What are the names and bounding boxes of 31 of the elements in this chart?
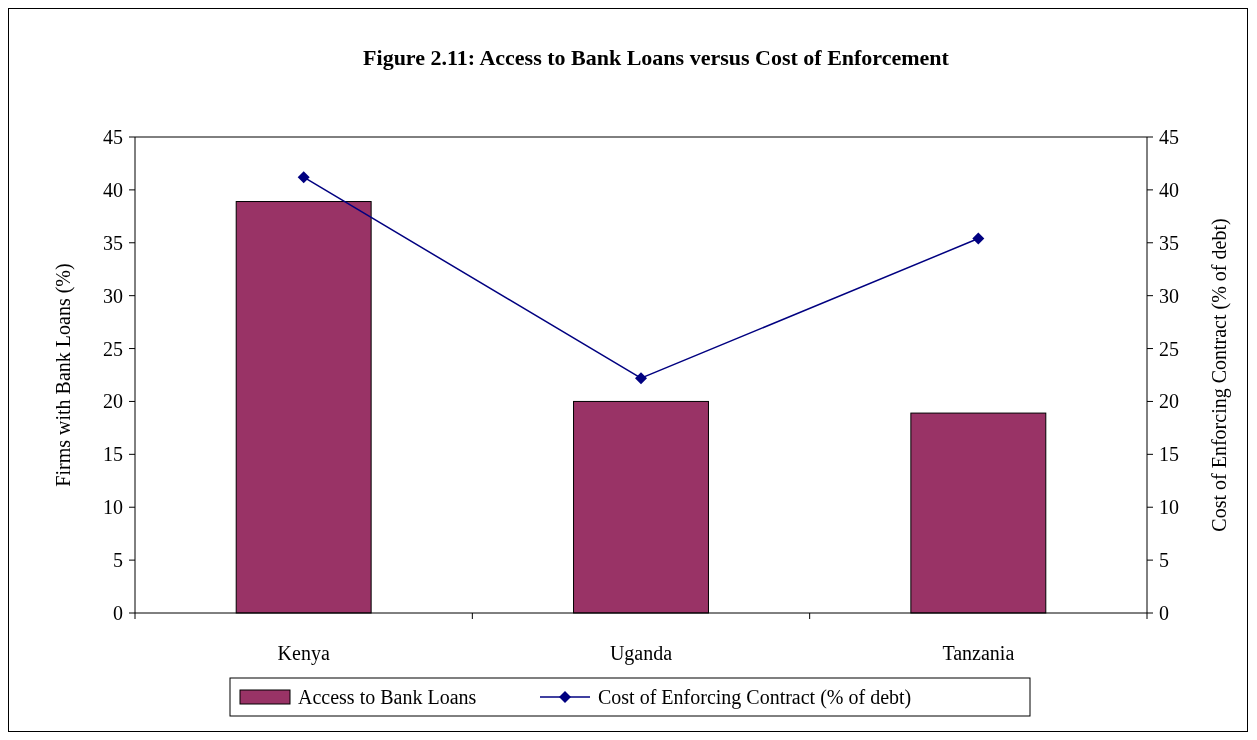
y2-tick-label: 40 [1159,178,1179,201]
y-tick-label: 45 [103,126,123,148]
y-tick-label: 20 [103,390,123,413]
y2-tick-label: 5 [1159,549,1169,572]
y2-tick-label: 10 [1159,496,1179,519]
y2-tick-label: 25 [1159,337,1179,360]
y2-axis-title: Cost of Enforcing Contract (% of debt) [1208,218,1231,532]
y2-tick-label: 30 [1159,284,1179,307]
y2-tick-label: 45 [1159,126,1179,148]
y2-tick-label: 20 [1159,390,1179,413]
y-tick-label: 10 [103,496,123,519]
point [635,372,647,385]
point [297,171,310,184]
y-tick-label: 30 [103,284,123,307]
legend-label: Cost of Enforcing Contract (% of debt) [598,686,912,709]
y-tick-label: 35 [103,231,123,254]
y-tick-label: 25 [103,337,123,360]
y2-tick-label: 15 [1159,443,1179,466]
x-tick-label: Kenya [277,642,330,665]
y-tick-label: 5 [113,549,123,572]
y2-tick-label: 35 [1159,231,1179,254]
y2-tick-label: 0 [1159,602,1169,624]
y-tick-label: 40 [103,178,123,201]
x-tick-label: Uganda [609,642,673,665]
x-tick-label: Tanzania [942,642,1015,664]
y-tick-label: 15 [103,443,123,466]
point [972,232,985,245]
legend-label: Access to Bank Loans [298,686,477,708]
y-axis-title: Firms with Bank Loans (%) [52,263,75,487]
chart-title: Figure 2.11: Access to Bank Loans versus Cost of Enforcement [363,45,950,70]
y-tick-label: 0 [113,602,123,624]
